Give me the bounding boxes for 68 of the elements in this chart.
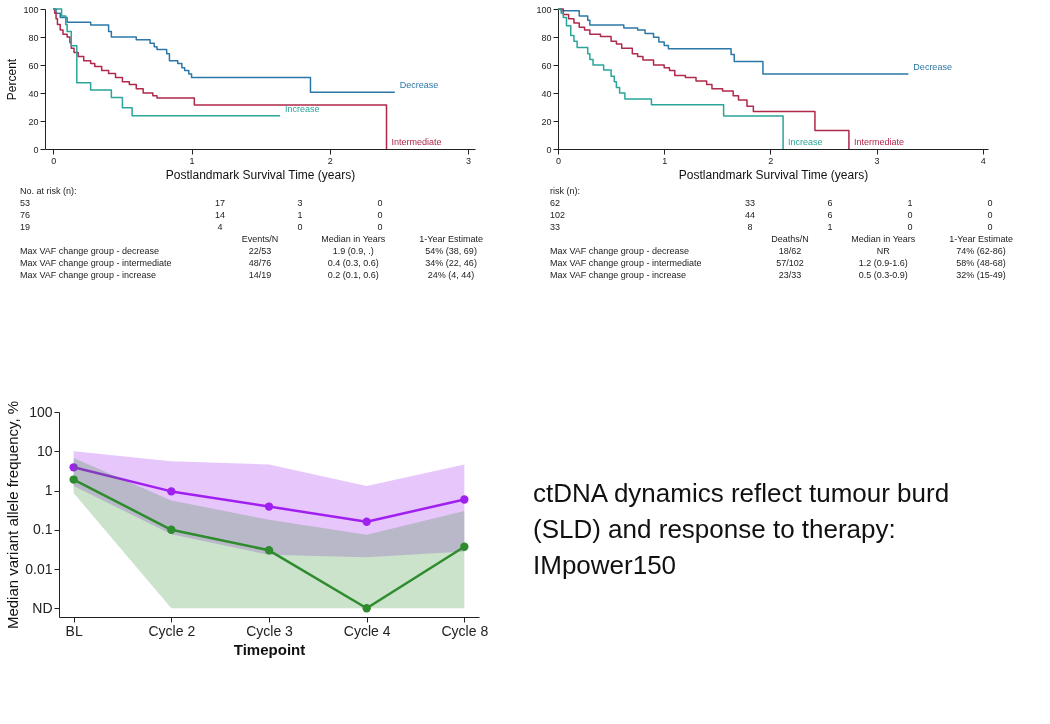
y-axis-title: Percent [5, 58, 20, 101]
text: Max VAF change group - increase 23/33 0.5 (0.3-0.9) 32% (15-49) [550, 270, 1006, 280]
series-label: Decrease [399, 80, 439, 91]
x-tick-label: 3 [874, 155, 880, 166]
text: ctDNA dynamics reflect tumour burd (SLD) and response to therapy: IMpower150 [533, 476, 951, 582]
x-tick-label: Cycle 8 [441, 622, 489, 639]
text: Events/N Median in Years 1-Year Estimate [241, 234, 483, 244]
x-tick-label: 0 [555, 155, 562, 166]
series-label: Increase [788, 137, 823, 147]
point [69, 463, 78, 472]
x-tick-label: Cycle 2 [148, 622, 196, 639]
y-tick-label: 80 [28, 32, 39, 43]
x-tick-label: 2 [327, 155, 333, 166]
x-axis-title: Timepoint [233, 640, 306, 658]
x-axis-title: Postlandmark Survival Time (years) [165, 167, 356, 182]
point [264, 546, 274, 555]
text: 102 44 6 0 0 [550, 210, 993, 220]
text: No. at risk (n): [20, 185, 78, 197]
point [167, 487, 176, 496]
series-label: Decrease [913, 61, 952, 72]
series-label: Increase [285, 103, 320, 114]
series-label: Intermediate [391, 137, 442, 147]
text: risk (n): [550, 185, 581, 197]
x-tick-label: 3 [466, 155, 472, 166]
y-tick-label: 40 [28, 88, 39, 99]
text: 53 17 3 0 [20, 198, 383, 208]
text: Max VAF change group - decrease 22/53 1.9 (0.9, .) 54% (38, 69) [20, 246, 477, 256]
text: Max VAF change group - decrease 18/62 NR 74% (62-86) [550, 246, 1006, 256]
y-tick-label: 20 [28, 116, 39, 127]
text: 33 8 1 0 0 [550, 222, 993, 232]
x-tick-label: 1 [189, 155, 195, 166]
y-tick-label: 0.01 [25, 560, 53, 577]
y-tick-label: 80 [541, 32, 552, 43]
x-tick-label: 2 [768, 155, 774, 166]
x-tick-label: BL [65, 622, 83, 639]
y-tick-label: 60 [28, 60, 39, 71]
x-tick-label: Cycle 4 [343, 622, 391, 639]
y-tick-label: 10 [36, 442, 53, 459]
point [167, 525, 176, 534]
point [460, 495, 469, 504]
y-tick-label: 100 [29, 403, 53, 420]
y-tick-label: 0 [546, 144, 552, 155]
series-label: Intermediate [853, 137, 904, 147]
text: 76 14 1 0 [20, 210, 383, 220]
y-tick-label: 60 [541, 60, 552, 71]
y-tick-label: 0.1 [33, 521, 53, 538]
text: 62 33 6 1 0 [550, 198, 993, 208]
y-tick-label: 100 [536, 4, 552, 15]
y-tick-label: ND [32, 599, 53, 616]
x-axis-title: Postlandmark Survival Time (years) [678, 167, 869, 182]
y-tick-label: 100 [23, 4, 39, 15]
y-tick-label: 20 [541, 116, 552, 127]
y-tick-label: 1 [44, 482, 53, 499]
y-axis-title: Median variant allele frequency, % [4, 400, 22, 630]
y-tick-label: 40 [541, 88, 552, 99]
text: 19 4 0 0 [20, 222, 383, 232]
point [362, 517, 371, 526]
y-tick-label: 0 [33, 144, 39, 155]
x-tick-label: 4 [980, 155, 986, 166]
text: Max VAF change group - intermediate 48/76 0.4 (0.3, 0.6) 34% (22, 46) [20, 258, 477, 268]
text: Max VAF change group - intermediate 57/102 1.2 (0.9-1.6) 58% (48-68) [550, 258, 1006, 268]
x-tick-label: 1 [662, 155, 668, 166]
point [264, 502, 274, 511]
text: Max VAF change group - increase 14/19 0.2 (0.1, 0.6) 24% (4, 44) [20, 270, 475, 280]
x-tick-label: Cycle 3 [246, 622, 294, 639]
point [460, 542, 469, 551]
point [69, 475, 78, 484]
text: Deaths/N Median in Years 1-Year Estimate [771, 234, 1013, 244]
